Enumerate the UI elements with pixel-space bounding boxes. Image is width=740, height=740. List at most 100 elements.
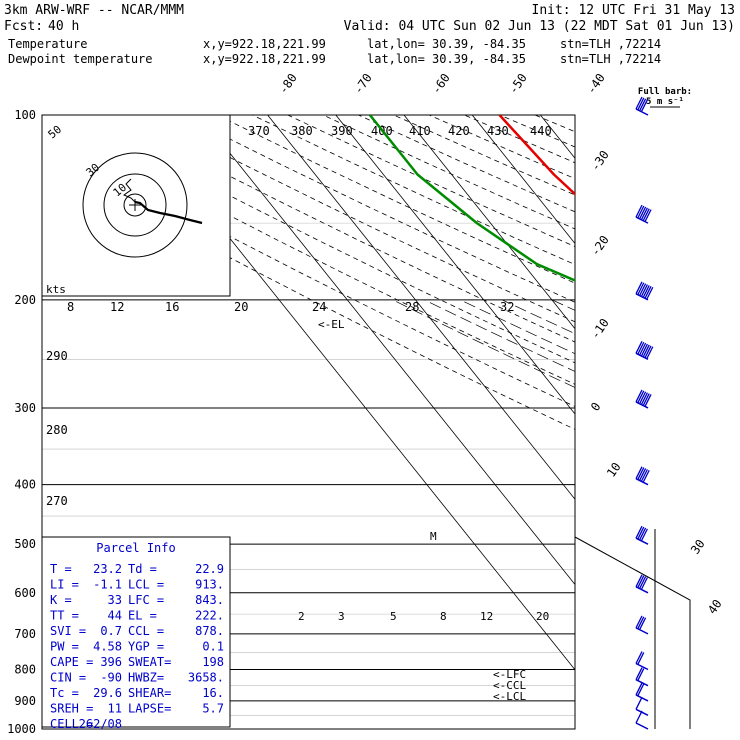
parcel-info-cell: 0.7	[100, 624, 122, 638]
parcel-info-cell: 843.	[195, 593, 224, 607]
parcel-info-cell: 3658.	[188, 671, 224, 685]
hodograph-speed-tick: 28	[405, 300, 419, 314]
hodograph-speed-tick: 32	[500, 300, 514, 314]
valid-time: Valid: 04 UTC Sun 02 Jun 13 (22 MDT Sat …	[344, 19, 735, 34]
lfc-marker: <-LFC	[493, 668, 526, 681]
parcel-info-cell: LCL =	[128, 578, 164, 592]
mixing-ratio-label: 8	[440, 610, 447, 623]
hodograph-speed-tick: 20	[234, 300, 248, 314]
isotherm-tick-label: -40	[584, 71, 608, 97]
parcel-info-cell: 16.	[202, 686, 224, 700]
dry-adiabat	[534, 115, 575, 133]
wind-barb	[635, 710, 649, 730]
mixing-ratio-label: 12	[480, 610, 493, 623]
isotherm-line	[199, 115, 575, 586]
wind-barb	[635, 667, 649, 687]
parcel-info-cell: CCL =	[128, 624, 164, 638]
legend-temperature-name: Temperature	[8, 37, 87, 51]
parcel-info-cell: 23.2	[93, 562, 122, 576]
init-time: Init: 12 UTC Fri 31 May 13	[532, 3, 736, 18]
isotherm-tick-label: -80	[276, 71, 300, 97]
temperature-profile	[498, 115, 575, 196]
wind-barbs	[635, 96, 656, 730]
parcel-info-cell: HWBZ=	[128, 671, 164, 685]
dry-adiabat	[606, 115, 740, 729]
wind-barb	[635, 96, 649, 116]
isotherm-line	[540, 115, 575, 159]
isotherm-line	[335, 115, 575, 415]
parcel-info-rows: T = 23.2 Td = 22.9 LI = -1.1 LCL = 913. K = 33 LFC…	[50, 562, 224, 731]
parcel-info-cell: -90	[100, 671, 122, 685]
parcel-info-cell: 913.	[195, 578, 224, 592]
el-marker: <-EL	[318, 318, 345, 331]
wind-barb	[635, 525, 649, 545]
hodograph-trace	[134, 200, 203, 225]
hodograph: 50 30 10 kts	[41, 114, 231, 297]
isotherm-tick-label: -50	[506, 71, 530, 97]
wind-barb	[635, 615, 649, 635]
dry-adiabat	[75, 115, 575, 364]
mixing-ratio-label: 3	[338, 610, 345, 623]
hodograph-ring-inner	[123, 193, 147, 217]
theta-label: 370	[248, 124, 270, 138]
wind-barb	[635, 389, 652, 409]
ccl-marker: <-CCL	[493, 679, 526, 692]
mixing-ratio-label: 2	[298, 610, 305, 623]
hodograph-speed-tick: 8	[67, 300, 74, 314]
moist-adiabat	[613, 300, 740, 729]
dry-adiabat-label: 280	[46, 423, 68, 437]
dry-adiabat	[287, 115, 575, 247]
parcel-info-cell: Td =	[128, 562, 157, 576]
parcel-info-cell: CAPE =	[50, 655, 93, 669]
dewpoint-profile	[368, 115, 575, 282]
isotherm-line	[403, 115, 575, 330]
parcel-info-box: Parcel Info T = 23.2 Td = 22.9 LI = -1.1 LCL =…	[41, 536, 231, 731]
dry-adiabat	[712, 115, 740, 729]
pressure-tick-label: 500	[14, 537, 36, 551]
mixing-ratio-label: 20	[536, 610, 549, 623]
theta-label: 390	[331, 124, 353, 138]
legend-dewpoint-stn: stn=TLH ,72214	[560, 52, 661, 66]
hodograph-ring-outer	[82, 152, 188, 258]
parcel-info-cell: EL =	[128, 609, 157, 623]
isotherm-tick-label: -10	[588, 316, 612, 342]
moist-adiabat	[460, 299, 575, 355]
isotherm-tick-label: 30	[688, 537, 708, 557]
isotherm-axis-border	[574, 536, 691, 729]
pressure-tick-label: 700	[14, 627, 36, 641]
dry-adiabat	[216, 115, 575, 284]
isotherm-tick-label: 0	[588, 400, 604, 414]
dry-adiabat-label: 270	[46, 494, 68, 508]
parcel-info-cell: TT =	[50, 609, 79, 623]
parcel-info-cell: 4.58	[93, 640, 122, 654]
m-marker: M	[430, 530, 437, 543]
legend-dewpoint-xy: x,y=922.18,221.99	[203, 52, 326, 66]
moist-adiabat	[424, 299, 575, 372]
dry-adiabat	[464, 115, 575, 164]
parcel-info-cell: LI =	[50, 578, 79, 592]
theta-label: 430	[487, 124, 509, 138]
pressure-tick-label: 200	[14, 293, 36, 307]
mixing-ratio-label: 5	[390, 610, 397, 623]
parcel-info-cell: YGP =	[128, 640, 164, 654]
forecast-hour: 40 h	[48, 19, 79, 34]
parcel-info-cell: 0.1	[202, 640, 224, 654]
parcel-info-cell: K =	[50, 593, 72, 607]
parcel-info-cell: 396	[100, 655, 122, 669]
wind-barb	[635, 682, 649, 702]
parcel-info-cell: 33	[108, 593, 122, 607]
sounding-profiles	[368, 115, 575, 282]
plot-frame	[41, 114, 576, 730]
dry-adiabat	[146, 115, 575, 323]
parcel-info-cell: SVI =	[50, 624, 86, 638]
parcel-info-cell: SWEAT=	[128, 655, 171, 669]
parcel-info-cell: 44	[108, 609, 122, 623]
parcel-info-cell: SHEAR=	[128, 686, 171, 700]
hodograph-speed-tick: 12	[110, 300, 124, 314]
isotherm-line	[677, 115, 740, 729]
theta-label: 440	[530, 124, 552, 138]
parcel-info-cell: LFC =	[128, 593, 164, 607]
dry-adiabat-label: 290	[46, 349, 68, 363]
parcel-info-cell: 22.9	[195, 562, 224, 576]
wind-barb	[635, 341, 654, 361]
